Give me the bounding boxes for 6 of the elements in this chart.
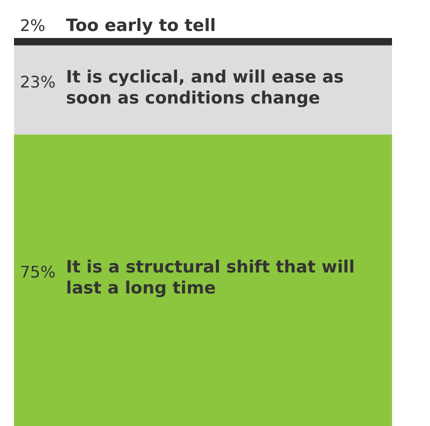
series-label: It is cyclical, and will ease as soon as conditions change — [66, 67, 344, 108]
series-label: It is a structural shift that will last a long time — [66, 257, 355, 298]
data-label: 2% — [20, 16, 46, 36]
series-label: Too early to tell — [66, 16, 216, 36]
data-label: 23% — [20, 72, 56, 92]
data-label: 75% — [20, 262, 56, 282]
